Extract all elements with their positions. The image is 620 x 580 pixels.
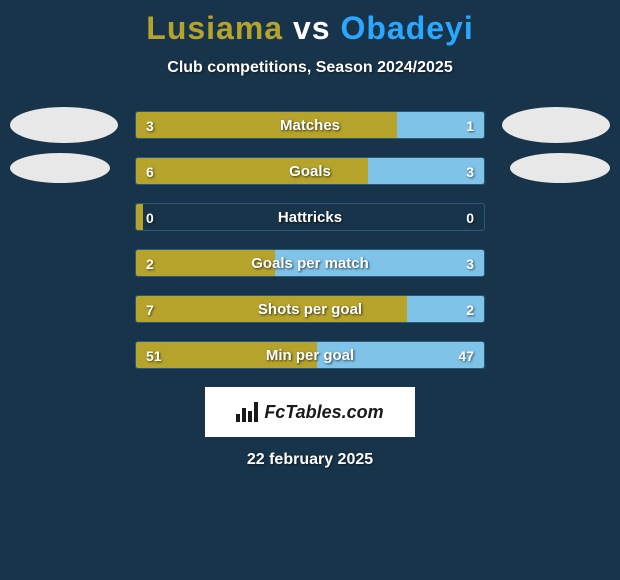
value-left: 51 — [136, 342, 172, 369]
value-left: 0 — [136, 204, 164, 231]
fctables-logo: FcTables.com — [205, 387, 415, 437]
subtitle: Club competitions, Season 2024/2025 — [0, 59, 620, 77]
player-avatar — [502, 107, 610, 143]
value-left: 3 — [136, 112, 164, 139]
vs-text: vs — [293, 10, 331, 46]
metric-bar-container: 23Goals per match — [135, 249, 485, 277]
value-right: 0 — [456, 204, 484, 231]
player-avatar — [10, 107, 118, 143]
metric-row: 72Shots per goal — [0, 295, 620, 323]
metric-row: 63Goals — [0, 157, 620, 185]
value-right: 47 — [448, 342, 484, 369]
metric-bar-container: 5147Min per goal — [135, 341, 485, 369]
metric-row: 31Matches — [0, 111, 620, 139]
metric-row: 0 0Hattricks — [0, 203, 620, 231]
value-right: 2 — [456, 296, 484, 323]
metric-bar-container: 0 0Hattricks — [135, 203, 485, 231]
value-right: 3 — [456, 250, 484, 277]
bar-right — [275, 250, 484, 276]
bar-left — [136, 112, 397, 138]
player2-name: Obadeyi — [340, 10, 473, 46]
player-avatar — [10, 153, 110, 183]
metric-bar-container: 31Matches — [135, 111, 485, 139]
player-avatar — [510, 153, 610, 183]
bar-left — [136, 158, 368, 184]
value-right: 1 — [456, 112, 484, 139]
metric-row: 23Goals per match — [0, 249, 620, 277]
metric-bar-container: 63Goals — [135, 157, 485, 185]
logo-text: FcTables.com — [264, 402, 383, 423]
value-right: 3 — [456, 158, 484, 185]
comparison-chart: 31Matches63Goals00Hattricks23Goals per m… — [0, 111, 620, 369]
chart-icon — [236, 402, 258, 422]
metric-bar-container: 72Shots per goal — [135, 295, 485, 323]
player1-name: Lusiama — [146, 10, 283, 46]
metric-row: 5147Min per goal — [0, 341, 620, 369]
metric-label: Hattricks — [136, 204, 484, 231]
comparison-title: Lusiama vs Obadeyi — [0, 0, 620, 47]
footer-date: 22 february 2025 — [0, 451, 620, 469]
value-left: 7 — [136, 296, 164, 323]
value-left: 2 — [136, 250, 164, 277]
bar-left — [136, 296, 407, 322]
value-left: 6 — [136, 158, 164, 185]
